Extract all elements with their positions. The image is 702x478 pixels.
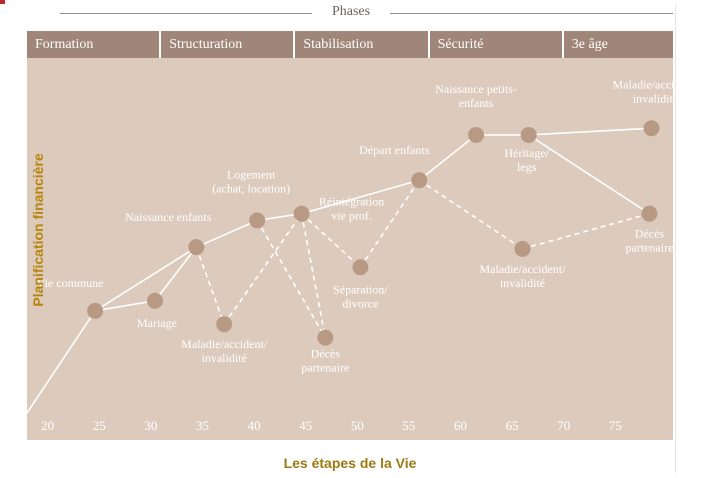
node-maladie-3	[514, 240, 531, 257]
node-naissance-enfants	[188, 239, 205, 256]
x-axis-label: Les étapes de la Vie	[283, 455, 417, 471]
node-label-depart-enfants: Départ enfants	[359, 143, 430, 157]
node-label-naissance-enfants: Naissance enfants	[125, 210, 212, 224]
node-label-maladie-3: Maladie/accident/invalidité	[479, 262, 566, 290]
phase-bar: Formation Structuration Stabilisation Sécur…	[27, 31, 673, 58]
x-tick-label: 75	[609, 418, 622, 433]
solid-path-vie-commune-to-mariage	[94, 299, 156, 312]
page-edge	[675, 5, 676, 473]
node-label-reintegration: Réintégration vie prof.	[319, 195, 384, 223]
node-label-vie-commune: Vie commune	[37, 276, 104, 290]
node-separation	[352, 259, 369, 276]
node-depart-enfants	[411, 172, 428, 189]
plot-area: 20 25 30 35 40 45 50 55 60 65 70 75 Vie commune Maria…	[27, 58, 673, 440]
title-rule-left	[60, 13, 312, 14]
solid-path-depart-enfants-to-naissance-petits	[418, 134, 477, 181]
node-label-logement: Logement (achat, location)	[212, 167, 290, 195]
x-tick-label: 30	[144, 418, 157, 433]
dashed-path-maladie-1-to-reintegration	[223, 213, 303, 325]
solid-path-start-to-vie-commune	[27, 310, 96, 414]
x-tick-label: 20	[41, 418, 54, 433]
node-deces-2	[641, 205, 658, 222]
node-label-naissance-petits: Naissance petits-enfants	[435, 82, 517, 110]
node-logement	[249, 212, 266, 229]
node-label-heritage: Héritage/legs	[504, 146, 549, 174]
x-tick-label: 50	[351, 418, 364, 433]
x-tick-label: 70	[557, 418, 570, 433]
phases-title: Phases	[331, 4, 371, 19]
node-label-deces-2: Décès partenaire	[625, 227, 673, 255]
phase-5: 3e âge	[571, 37, 608, 52]
node-label-maladie-1: Maladie/accident/invalidité	[181, 337, 268, 365]
solid-path-vie-commune-to-naissance-enfants	[94, 246, 197, 312]
dashed-path-naissance-enfants-to-maladie-1	[195, 246, 225, 325]
node-mariage	[147, 292, 163, 309]
y-axis-label: Planification financière	[30, 153, 46, 307]
phase-3: Stabilisation	[295, 31, 430, 58]
solid-path-naissance-enfants-to-logement	[195, 219, 258, 248]
dashed-path-reintegration-to-deces-1	[300, 213, 327, 338]
solid-path-heritage-to-maladie-2	[528, 127, 652, 136]
dashed-path-depart-enfants-to-maladie-3	[418, 179, 523, 250]
dashed-path-logement-to-deces-1	[256, 219, 327, 339]
x-tick-label: 55	[402, 418, 415, 433]
solid-path-reintegration-to-depart-enfants	[301, 179, 420, 215]
dashed-path-reintegration-to-separation	[301, 213, 361, 268]
node-naissance-petits	[468, 126, 485, 143]
x-tick-label: 40	[248, 418, 261, 433]
node-reintegration	[293, 205, 310, 222]
x-tick-label: 35	[196, 418, 209, 433]
x-tick-label: 65	[506, 418, 519, 433]
node-heritage	[520, 126, 537, 143]
corner-mark	[0, 0, 5, 4]
x-tick-label: 45	[299, 418, 312, 433]
node-maladie-1	[216, 316, 233, 333]
phase-1: Formation	[27, 31, 162, 58]
node-label-maladie-2: Maladie/accident/invalidité	[613, 77, 673, 105]
dashed-path-separation-to-depart-enfants	[359, 179, 420, 268]
title-rule-right	[390, 13, 673, 14]
life-path-chart: 20 25 30 35 40 45 50 55 60 65 70 75 Vie commune Maria…	[27, 77, 673, 433]
node-label-deces-1: Décès partenaire	[301, 347, 349, 375]
solid-path-mariage-to-naissance-enfants	[154, 246, 197, 302]
x-tick-label: 60	[454, 418, 467, 433]
node-label-mariage: Mariage	[137, 316, 177, 330]
phase-4: Sécurité	[430, 31, 564, 58]
node-vie-commune	[87, 302, 104, 319]
x-tick-label: 25	[93, 418, 106, 433]
solid-path-heritage-to-deces-2	[528, 134, 650, 215]
phase-2: Structuration	[161, 31, 296, 58]
node-label-separation: Séparation/divorce	[333, 282, 388, 310]
node-maladie-2	[643, 120, 660, 137]
dashed-path-maladie-3-to-deces-2	[522, 212, 650, 250]
node-deces-1	[317, 329, 334, 346]
